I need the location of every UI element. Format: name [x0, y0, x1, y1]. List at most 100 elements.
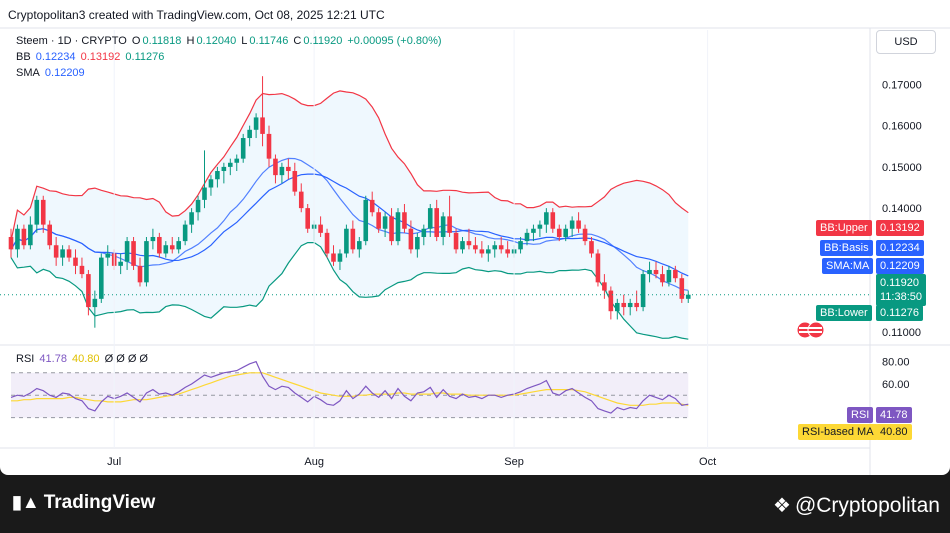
cryptopolitan-brand: ❖ @Cryptopolitan: [773, 493, 940, 518]
symbol-name[interactable]: Steem · 1D · CRYPTO: [16, 35, 127, 47]
candle-body: [34, 199, 40, 225]
candle-body: [324, 232, 330, 254]
candle-body: [260, 117, 265, 134]
candle-body: [124, 241, 130, 262]
sma-tag-label: SMA:MA: [822, 258, 874, 274]
diamond-icon: ❖: [773, 495, 791, 517]
candle-body: [544, 212, 549, 225]
candle-body: [563, 228, 568, 237]
candle-body: [221, 166, 227, 172]
candle-body: [292, 171, 298, 192]
time-tick-label: Aug: [304, 456, 324, 468]
candle-body: [621, 302, 627, 308]
sma-line: [10, 157, 689, 291]
bb-upper-tag-value: 0.13192: [876, 220, 924, 236]
candle-body: [157, 236, 162, 254]
bb-upper-line: [10, 90, 689, 242]
header-text: Cryptopolitan3 created with TradingView.…: [8, 8, 385, 22]
rsi-ma-legend-value: 40.80: [72, 353, 100, 365]
candle-body: [369, 199, 375, 213]
candle-body: [137, 265, 143, 283]
candle-body: [673, 269, 678, 279]
candle-body: [202, 187, 207, 200]
rsi-ma-tag-label: RSI-based MA: [798, 424, 878, 440]
bb-band-fill: [11, 90, 689, 340]
rsi-extra: Ø Ø Ø Ø: [104, 353, 148, 365]
rsi-tag-label: RSI: [847, 407, 874, 423]
candle-body: [602, 282, 607, 291]
candle-body: [505, 249, 510, 254]
candle-body: [498, 245, 504, 250]
candle-body: [415, 236, 420, 250]
candle-body: [99, 257, 104, 299]
candle-body: [28, 224, 33, 246]
rsi-legend[interactable]: RSI 41.78 40.80 Ø Ø Ø Ø: [16, 353, 150, 365]
brand-text: @Cryptopolitan: [794, 494, 940, 517]
candle-body: [195, 199, 201, 213]
candle-body: [576, 220, 581, 229]
candle-body: [266, 133, 272, 159]
price-tick-label: 0.15000: [882, 162, 922, 174]
bb-basis-tag-label: BB:Basis: [820, 240, 873, 256]
rsi-line: [10, 360, 689, 414]
bb-lower-tag-label: BB:Lower: [816, 305, 872, 321]
candle-body: [408, 228, 414, 250]
candle-body: [473, 245, 478, 250]
low-value: 0.11746: [249, 35, 289, 47]
bb-basis-line: [10, 173, 689, 277]
tradingview-logo: ▮▲ TradingView: [12, 492, 155, 514]
candle-body: [73, 257, 78, 266]
candle-body: [176, 241, 181, 250]
candle-body: [363, 199, 369, 242]
candle-body: [350, 228, 356, 250]
candle-body: [421, 228, 427, 237]
o-label: O: [131, 35, 141, 47]
candle-body: [395, 212, 401, 242]
open-value: 0.11818: [142, 35, 182, 47]
close-value: 0.11920: [303, 35, 343, 47]
rsi-tag-value: 41.78: [876, 407, 912, 423]
candle-body: [608, 290, 614, 312]
candle-body: [627, 302, 633, 308]
chart-panel: Cryptopolitan3 created with TradingView.…: [0, 0, 950, 475]
l-label: L: [241, 35, 248, 47]
bb-basis-value: 0.12234: [35, 51, 76, 63]
candle-body: [86, 274, 91, 308]
candle-body: [279, 166, 285, 176]
bb-lower-line: [10, 242, 689, 340]
rsi-tick-label: 80.00: [882, 357, 910, 369]
candle-body: [215, 171, 220, 180]
candle-body: [589, 241, 594, 254]
chart-canvas[interactable]: 0.17000 0.16000 0.15000 0.14000 0.11000 80.00…: [0, 0, 950, 475]
price-tick-label: 0.17000: [882, 79, 922, 91]
sma-legend[interactable]: SMA 0.12209: [16, 67, 87, 79]
candle-body: [447, 216, 452, 233]
candle-body: [582, 228, 588, 242]
bb-upper-value: 0.13192: [80, 51, 121, 63]
candle-body: [344, 228, 349, 254]
bb-legend[interactable]: BB 0.12234 0.13192 0.11276: [16, 51, 166, 63]
candle-body: [131, 241, 136, 266]
us-flag-icon[interactable]: [796, 321, 826, 339]
candle-body: [357, 241, 362, 250]
candle-body: [685, 294, 691, 299]
candle-body: [240, 138, 246, 159]
candle-body: [376, 212, 381, 229]
candle-body: [247, 129, 252, 139]
candle-body: [595, 253, 601, 283]
candle-body: [40, 199, 46, 225]
candle-body: [144, 241, 149, 283]
candle-body: [79, 265, 85, 275]
high-value: 0.12040: [196, 35, 237, 47]
candle-body: [440, 216, 446, 237]
candle-body: [53, 245, 59, 258]
candle-body: [537, 224, 543, 229]
candle-body: [273, 158, 278, 176]
rsi-tick-label: 60.00: [882, 379, 910, 391]
candle-body: [666, 269, 672, 283]
currency-button[interactable]: USD: [876, 30, 936, 54]
candle-body: [492, 245, 498, 250]
price-tag-value: 0.11920: [880, 277, 919, 289]
candle-body: [556, 228, 562, 237]
price-tick-label: 0.14000: [882, 203, 922, 215]
